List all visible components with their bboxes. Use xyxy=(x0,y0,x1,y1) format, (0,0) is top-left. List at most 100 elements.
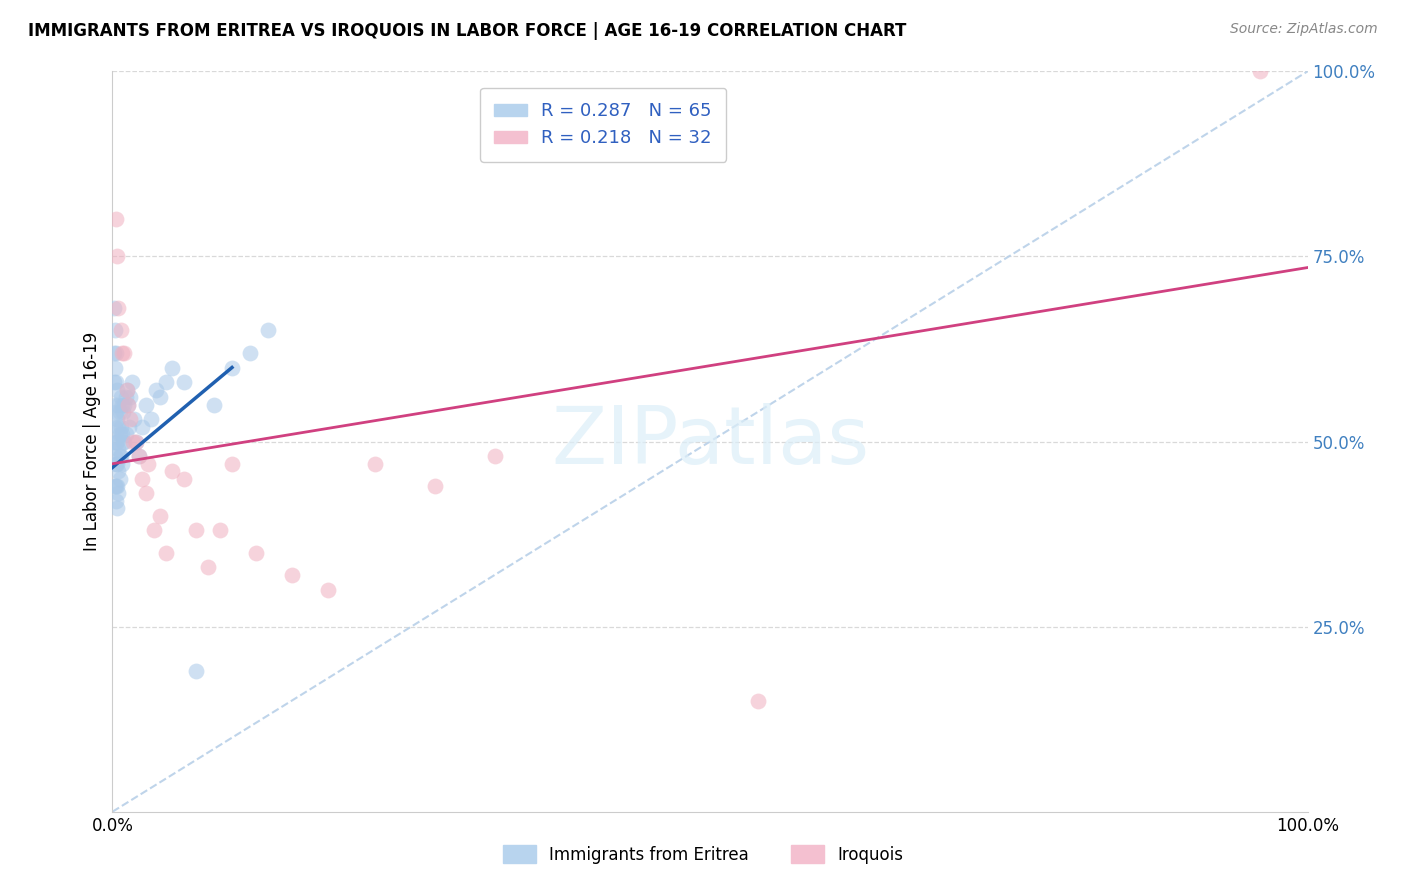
Point xyxy=(108,427,131,442)
Point xyxy=(1249,64,1271,78)
Point xyxy=(155,376,177,390)
Point xyxy=(364,457,387,471)
Point xyxy=(105,412,128,426)
Point xyxy=(107,442,129,456)
Point xyxy=(108,405,131,419)
Point xyxy=(155,546,177,560)
Point xyxy=(105,405,128,419)
Text: Source: ZipAtlas.com: Source: ZipAtlas.com xyxy=(1230,22,1378,37)
Point xyxy=(103,376,125,390)
Point xyxy=(105,493,128,508)
Point xyxy=(108,450,131,464)
Point xyxy=(111,345,134,359)
Point xyxy=(105,250,128,264)
Point xyxy=(114,398,135,412)
Point xyxy=(104,450,127,464)
Point xyxy=(112,434,135,449)
Point xyxy=(104,324,127,338)
Point xyxy=(105,434,128,449)
Point xyxy=(107,486,129,500)
Point xyxy=(162,360,183,375)
Point xyxy=(107,398,129,412)
Point xyxy=(104,398,127,412)
Point xyxy=(135,398,157,412)
Point xyxy=(111,398,134,412)
Point xyxy=(131,419,153,434)
Point xyxy=(104,419,127,434)
Text: IMMIGRANTS FROM ERITREA VS IROQUOIS IN LABOR FORCE | AGE 16-19 CORRELATION CHART: IMMIGRANTS FROM ERITREA VS IROQUOIS IN L… xyxy=(28,22,907,40)
Point xyxy=(145,383,167,397)
Legend: R = 0.287   N = 65, R = 0.218   N = 32: R = 0.287 N = 65, R = 0.218 N = 32 xyxy=(479,87,727,161)
Point xyxy=(114,434,135,449)
Point xyxy=(121,376,143,390)
Point xyxy=(162,464,183,478)
Point xyxy=(118,419,141,434)
Y-axis label: In Labor Force | Age 16-19: In Labor Force | Age 16-19 xyxy=(83,332,101,551)
Point xyxy=(221,360,243,375)
Point xyxy=(149,508,172,523)
Point xyxy=(105,457,128,471)
Point xyxy=(209,524,232,538)
Point xyxy=(128,450,150,464)
Point xyxy=(425,479,447,493)
Point xyxy=(105,501,128,516)
Point xyxy=(245,546,267,560)
Point xyxy=(117,398,139,412)
Point xyxy=(120,390,142,404)
Point xyxy=(111,427,134,442)
Point xyxy=(105,479,128,493)
Point xyxy=(120,412,142,426)
Point xyxy=(105,345,128,359)
Point xyxy=(103,434,125,449)
Point xyxy=(125,434,148,449)
Point xyxy=(143,524,166,538)
Point xyxy=(104,479,127,493)
Point xyxy=(484,450,506,464)
Point xyxy=(105,376,128,390)
Point xyxy=(114,427,136,442)
Point xyxy=(197,560,219,574)
Point xyxy=(115,383,138,397)
Point xyxy=(202,398,225,412)
Point xyxy=(138,457,160,471)
Point xyxy=(173,376,195,390)
Point xyxy=(747,694,769,708)
Point xyxy=(105,383,128,397)
Point xyxy=(257,324,280,338)
Point xyxy=(112,405,135,419)
Point xyxy=(173,471,195,485)
Point xyxy=(105,457,128,471)
Point xyxy=(105,479,128,493)
Point xyxy=(281,567,304,582)
Point xyxy=(105,212,128,227)
Point xyxy=(221,457,243,471)
Point xyxy=(108,471,131,485)
Point xyxy=(316,582,339,597)
Legend: Immigrants from Eritrea, Iroquois: Immigrants from Eritrea, Iroquois xyxy=(496,838,910,871)
Point xyxy=(115,383,138,397)
Point xyxy=(114,390,136,404)
Point xyxy=(186,664,208,678)
Point xyxy=(121,434,143,449)
Point xyxy=(110,419,132,434)
Point xyxy=(103,345,125,359)
Text: ZIPatlas: ZIPatlas xyxy=(551,402,869,481)
Point xyxy=(117,398,139,412)
Point xyxy=(186,524,208,538)
Point xyxy=(135,486,157,500)
Point xyxy=(107,464,129,478)
Point xyxy=(110,324,132,338)
Point xyxy=(107,419,129,434)
Point xyxy=(110,450,132,464)
Point xyxy=(111,457,134,471)
Point xyxy=(239,345,262,359)
Point xyxy=(103,301,125,316)
Point xyxy=(122,412,145,426)
Point xyxy=(131,471,153,485)
Point xyxy=(139,412,162,426)
Point xyxy=(128,450,150,464)
Point xyxy=(104,360,127,375)
Point xyxy=(107,301,129,316)
Point xyxy=(110,390,132,404)
Point xyxy=(105,434,128,449)
